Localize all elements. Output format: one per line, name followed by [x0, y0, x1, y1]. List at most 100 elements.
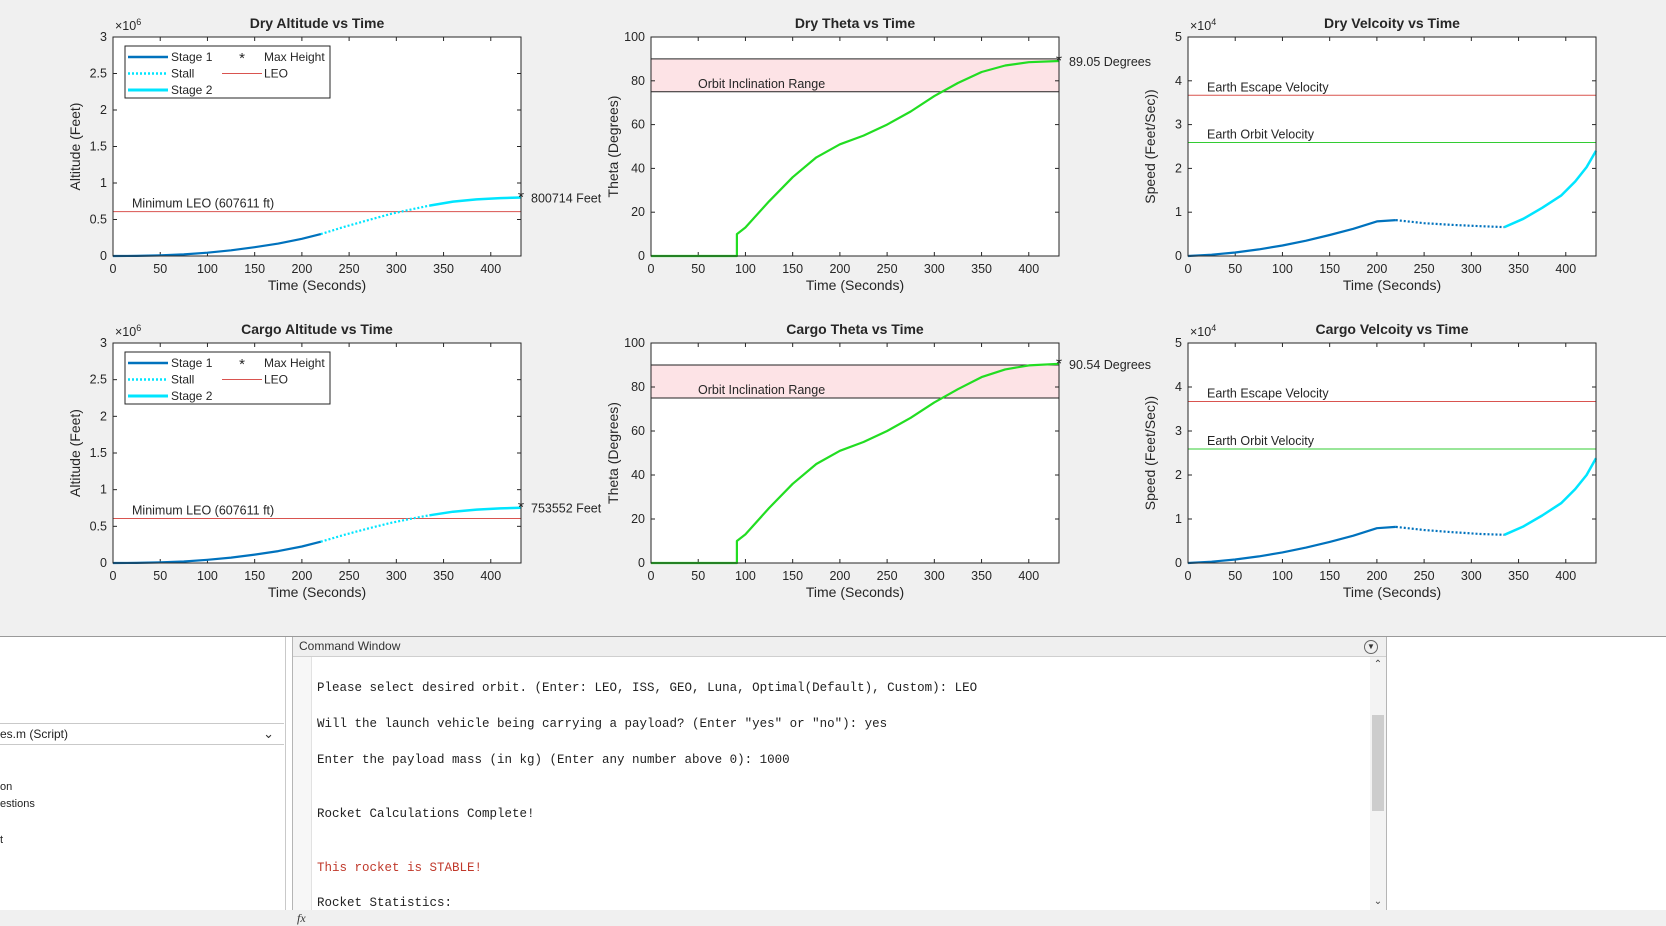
x-tick-label: 400 — [480, 569, 501, 583]
chart-title: Cargo Theta vs Time — [786, 321, 924, 337]
y-tick-label: 2.5 — [90, 373, 107, 387]
x-tick-label: 0 — [110, 262, 117, 276]
y-tick-label: 0 — [100, 556, 107, 570]
axis-exponent-power: 6 — [136, 323, 141, 333]
legend-label: Max Height — [264, 50, 325, 64]
chart-title: Cargo Altitude vs Time — [241, 321, 393, 337]
legend-label: Max Height — [264, 356, 325, 370]
x-tick-label: 200 — [1366, 569, 1387, 583]
x-tick-label: 0 — [110, 569, 117, 583]
chart-title: Cargo Velcoity vs Time — [1315, 321, 1468, 337]
command-output[interactable]: Please select desired orbit. (Enter: LEO… — [317, 657, 1357, 910]
y-axis-label: Speed (Feet/Sec)) — [1142, 396, 1158, 510]
reference-line-label: Earth Escape Velocity — [1207, 387, 1329, 401]
x-tick-label: 300 — [924, 262, 945, 276]
chart-title: Dry Theta vs Time — [795, 15, 916, 31]
inclination-band — [650, 364, 1060, 399]
y-tick-label: 1.5 — [90, 140, 107, 154]
reference-line-label: Earth Orbit Velocity — [1207, 434, 1315, 448]
scrollbar-thumb[interactable] — [1372, 715, 1384, 811]
x-tick-label: 200 — [291, 569, 312, 583]
scroll-down-icon[interactable]: ⌄ — [1373, 896, 1383, 907]
y-tick-label: 60 — [631, 118, 645, 132]
x-tick-label: 0 — [648, 569, 655, 583]
x-tick-label: 300 — [1461, 262, 1482, 276]
series-line — [1395, 525, 1505, 536]
x-tick-label: 400 — [1555, 569, 1576, 583]
y-axis-label: Altitude (Feet) — [67, 409, 83, 497]
command-window[interactable]: Command Window ▼ fx Please select desire… — [292, 637, 1387, 925]
file-selector[interactable]: es.m (Script) ⌄ — [0, 723, 284, 745]
y-tick-label: 2 — [1175, 161, 1182, 175]
x-tick-label: 150 — [1319, 569, 1340, 583]
chart-title: Dry Altitude vs Time — [250, 15, 385, 31]
x-tick-label: 150 — [244, 569, 265, 583]
legend-label: Stall — [171, 67, 194, 81]
left-panel-item[interactable]: on — [0, 781, 13, 793]
series-line — [429, 506, 522, 517]
series-line — [1187, 525, 1396, 565]
x-tick-label: 400 — [1018, 569, 1039, 583]
series-line — [1187, 219, 1396, 258]
x-tick-label: 250 — [1414, 569, 1435, 583]
chevron-down-icon[interactable]: ⌄ — [263, 726, 274, 741]
reference-line-label: Minimum LEO (607611 ft) — [132, 503, 274, 517]
x-tick-label: 400 — [1555, 262, 1576, 276]
left-panel-item[interactable]: estions — [0, 798, 35, 810]
plot-area — [1188, 343, 1596, 563]
menu-icon[interactable]: ▼ — [1364, 640, 1378, 654]
y-tick-label: 1.5 — [90, 446, 107, 460]
y-tick-label: 0 — [1175, 556, 1182, 570]
y-tick-label: 0 — [638, 249, 645, 263]
file-selector-label: es.m (Script) — [0, 727, 69, 741]
series-line — [1503, 457, 1598, 536]
chart-cargo-velocity: 0 50 100 150 200 250 300 350 400 0 1 2 3 4 5 ×104 Earth … — [1142, 321, 1598, 600]
y-axis-label: Theta (Degrees) — [605, 96, 621, 198]
x-tick-label: 150 — [244, 262, 265, 276]
series-line — [320, 514, 430, 543]
y-axis-label: Theta (Degrees) — [605, 402, 621, 504]
x-tick-label: 50 — [153, 262, 167, 276]
axis-exponent: ×106 — [115, 323, 141, 339]
figure-canvas: 0 50 100 150 200 250 300 350 40000.511.522.53×10… — [67, 15, 1598, 600]
reference-line-label: Minimum LEO (607611 ft) — [132, 197, 274, 211]
axes-frame — [650, 36, 1060, 257]
x-tick-label: 50 — [691, 569, 705, 583]
scroll-up-icon[interactable]: ⌃ — [1373, 659, 1383, 670]
x-axis-label: Time (Seconds) — [806, 277, 904, 293]
y-tick-label: 3 — [100, 30, 107, 44]
axis-exponent: ×104 — [1190, 323, 1216, 339]
chart-title: Dry Velcoity vs Time — [1324, 15, 1460, 31]
x-tick-label: 250 — [1414, 262, 1435, 276]
x-tick-label: 0 — [1185, 262, 1192, 276]
series-line — [1503, 150, 1598, 229]
marker-label: 89.05 Degrees — [1069, 55, 1151, 69]
x-tick-label: 400 — [1018, 262, 1039, 276]
left-panel-item[interactable]: t — [0, 834, 4, 846]
matlab-figure: 0 50 100 150 200 250 300 350 400 0 0.5 1 1.5 2 2.5 3 ×10… — [67, 15, 1598, 600]
axis-exponent: ×106 — [115, 17, 141, 33]
fx-icon[interactable]: fx — [297, 911, 306, 925]
x-axis-label: Time (Seconds) — [806, 584, 904, 600]
axes-frame — [1187, 36, 1597, 257]
command-line: Rocket Statistics: — [317, 896, 453, 910]
reference-line-label: Earth Escape Velocity — [1207, 80, 1329, 94]
x-tick-label: 150 — [782, 569, 803, 583]
x-tick-label: 350 — [971, 262, 992, 276]
x-tick-label: 0 — [648, 262, 655, 276]
legend-label: Stall — [171, 373, 194, 387]
y-tick-label: 0 — [638, 556, 645, 570]
legend-star: * — [239, 356, 245, 373]
vertical-scrollbar[interactable]: ⌃ ⌄ — [1370, 657, 1386, 910]
y-axis-label: Altitude (Feet) — [67, 103, 83, 191]
axes-frame — [112, 342, 522, 564]
command-line: Please select desired orbit. (Enter: LEO… — [317, 681, 978, 695]
x-tick-label: 100 — [735, 569, 756, 583]
x-tick-label: 300 — [386, 569, 407, 583]
y-tick-label: 1 — [100, 483, 107, 497]
inclination-band — [650, 58, 1060, 93]
legend-label: Stage 1 — [171, 50, 213, 64]
y-axis-label: Speed (Feet/Sec)) — [1142, 89, 1158, 203]
